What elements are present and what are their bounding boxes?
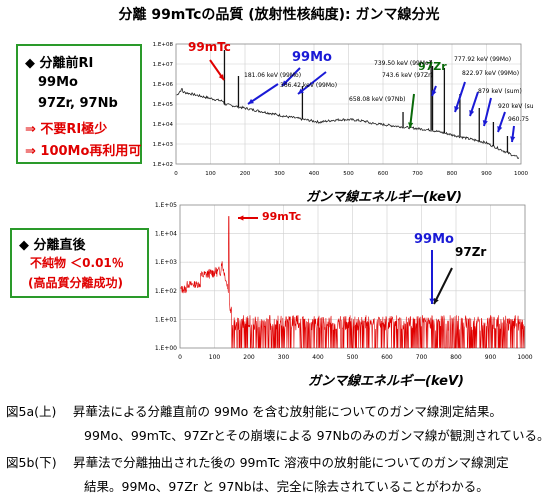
x-tick-label: 400 <box>309 171 320 177</box>
x-tick-label: 400 <box>312 354 324 361</box>
peak-label-879: 879 keV (sum) <box>478 88 522 95</box>
x-tick-label: 1000 <box>517 354 532 361</box>
caption-line-4: 結果。99Mo、97Zr と 97Nbは、完全に除去されていることがわかる。 <box>84 479 489 494</box>
box-line-reuse: ⇒ 100Mo再利用可 <box>25 144 142 159</box>
arrow-bottom-mo-head <box>429 298 435 304</box>
arrow-top-sum-920-head <box>497 126 503 132</box>
info-box-before-separation: ◆ 分離前RI 99Mo 97Zr, 97Nb ⇒ 不要RI極少 ⇒ 100Mo… <box>16 44 142 164</box>
caption-line-1: 図5a(上) 昇華法による分離直前の 99Mo を含む放射能についてのガンマ線測… <box>6 404 502 419</box>
arrow-top-sum-879-head <box>482 120 488 126</box>
y-tick-label: 1.E+05 <box>153 102 174 108</box>
spectrum-line-top <box>176 88 520 160</box>
arrow-top-tc-head <box>218 74 224 80</box>
y-tick-label: 1.E+04 <box>153 122 174 128</box>
label-bottom-mo: 99Mo <box>414 232 454 247</box>
box2-line-impurity: 不純物 ＜0.01％ <box>30 256 124 270</box>
label-top-mo: 99Mo <box>292 50 332 65</box>
x-tick-label: 900 <box>481 171 492 177</box>
y-tick-label: 1.E+08 <box>153 42 174 48</box>
y-tick-label: 1.E+07 <box>153 62 174 68</box>
peak-label-822: 822.97 keV (99Mo) <box>462 70 520 77</box>
x-axis-label-bottom: ガンマ線エネルギー(keV) <box>308 374 464 389</box>
x-tick-label: 0 <box>174 171 178 177</box>
box-line-mo: 99Mo <box>38 75 78 90</box>
arrow-bottom-tc-head <box>238 215 244 221</box>
page-title: 分離 99mTcの品質 (放射性核純度): ガンマ線分光 <box>118 7 440 23</box>
y-tick-label: 1.E+02 <box>155 288 177 295</box>
x-tick-label: 600 <box>381 354 393 361</box>
x-tick-label: 300 <box>274 171 285 177</box>
x-tick-label: 800 <box>450 354 462 361</box>
x-tick-label: 600 <box>378 171 389 177</box>
arrow-top-mo-181-head <box>248 98 254 104</box>
box-line-minimal: ⇒ 不要RI極少 <box>25 122 108 137</box>
arrow-top-mo-366-head <box>282 80 288 86</box>
x-tick-label: 300 <box>278 354 290 361</box>
x-axis-label-top: ガンマ線エネルギー(keV) <box>306 190 462 205</box>
arrow-top-mo-777-head <box>454 106 460 112</box>
y-tick-label: 1.E+02 <box>153 162 173 168</box>
x-tick-label: 500 <box>343 171 354 177</box>
peak-label-960: 960.75 <box>508 116 529 123</box>
x-tick-label: 500 <box>347 354 359 361</box>
arrow-bottom-zr-head <box>434 298 439 304</box>
plot-frame <box>175 43 522 165</box>
peak-label-920: 920 keV (su <box>498 103 534 110</box>
label-top-zr: 97Zr <box>418 60 447 73</box>
x-tick-label: 100 <box>209 354 221 361</box>
x-tick-label: 0 <box>178 354 182 361</box>
peak-label-658: 658.08 keV (97Nb) <box>349 96 406 103</box>
peak-label-739: 739.50 keV (99Mo) <box>374 60 432 67</box>
y-tick-label: 1.E+00 <box>155 345 177 352</box>
peak-label-777: 777.92 keV (99Mo) <box>454 56 512 63</box>
y-tick-label: 1.E+05 <box>155 202 177 209</box>
arrow-top-mo-366b-head <box>298 88 304 94</box>
arrow-top-mo-366b <box>297 71 327 95</box>
y-tick-label: 1.E+03 <box>155 259 177 266</box>
box2-line-quality: (高品質分離成功) <box>28 276 123 290</box>
caption-line-2: 99Mo、99mTc、97Zrとその崩壊による 97Nbのみのガンマ線が観測され… <box>84 428 550 443</box>
x-tick-label: 200 <box>243 354 255 361</box>
x-tick-label: 800 <box>447 171 458 177</box>
arrow-bottom-zr <box>433 267 453 305</box>
y-tick-label: 1.E+01 <box>155 316 177 323</box>
arrow-top-mo-181 <box>247 83 279 105</box>
peak-label-743: 743.6 keV (97Zr) <box>382 72 433 79</box>
caption-line-3: 図5b(下) 昇華法で分離抽出された後の 99mTc 溶液中の放射能についてのガ… <box>6 455 509 470</box>
x-tick-label: 700 <box>416 354 428 361</box>
arrow-top-mo-739-head <box>431 90 437 96</box>
box2-line-heading: ◆ 分離直後 <box>19 238 86 253</box>
x-tick-label: 900 <box>485 354 497 361</box>
label-top-tc: 99mTc <box>188 40 231 54</box>
arrow-top-960-head <box>510 136 516 142</box>
x-tick-label: 700 <box>412 171 423 177</box>
y-tick-label: 1.E+06 <box>153 82 174 88</box>
peak-label-181: 181.06 keV (99Mo) <box>244 72 302 79</box>
arrow-top-mo-822-head <box>469 110 475 116</box>
box-line-heading: ◆ 分離前RI <box>25 56 94 71</box>
y-tick-label: 1.E+03 <box>153 142 174 148</box>
peak-label-366: 366.42 keV (99Mo) <box>280 82 338 89</box>
spectrum-line-bottom <box>180 216 525 349</box>
box-line-zr-nb: 97Zr, 97Nb <box>38 96 118 111</box>
x-tick-label: 200 <box>240 171 251 177</box>
x-tick-label: 100 <box>205 171 216 177</box>
x-tick-label: 1000 <box>514 171 528 177</box>
info-box-after-separation: ◆ 分離直後 不純物 ＜0.01％ (高品質分離成功) <box>10 228 149 298</box>
arrow-top-zr <box>409 93 415 129</box>
y-tick-label: 1.E+04 <box>155 231 177 238</box>
label-bottom-zr: 97Zr <box>455 245 487 259</box>
label-bottom-tc: 99mTc <box>262 210 302 223</box>
arrow-top-zr-head <box>408 122 414 128</box>
